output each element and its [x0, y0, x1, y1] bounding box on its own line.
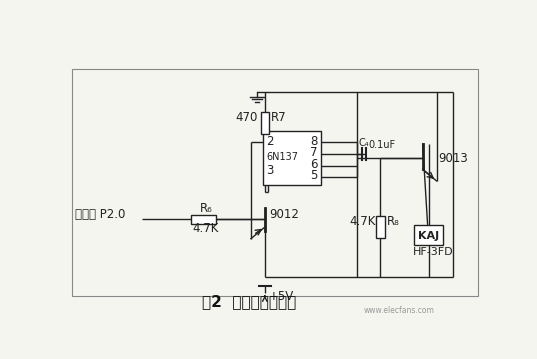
Bar [376, 216, 384, 238]
Text: HF-3FD: HF-3FD [412, 247, 453, 257]
Text: 470: 470 [236, 111, 258, 124]
Text: 9012: 9012 [270, 208, 299, 221]
Text: 单片机 P2.0: 单片机 P2.0 [75, 208, 125, 221]
Text: KAJ: KAJ [418, 231, 439, 241]
Bar [72, 69, 478, 297]
Text: 0.1uF: 0.1uF [369, 140, 396, 150]
Text: R₆: R₆ [200, 202, 213, 215]
Text: 3: 3 [266, 164, 273, 177]
Text: 6: 6 [310, 158, 317, 171]
Bar [191, 215, 215, 224]
Text: 8: 8 [310, 135, 317, 148]
Text: R₈: R₈ [387, 215, 399, 228]
Bar [414, 225, 444, 245]
Text: C₄: C₄ [359, 138, 369, 148]
Text: 9013: 9013 [438, 151, 468, 165]
Bar [260, 112, 269, 134]
Text: 7: 7 [310, 146, 317, 159]
Text: +5V: +5V [268, 290, 294, 303]
Text: 4.7K: 4.7K [350, 215, 376, 228]
Bar [263, 131, 321, 185]
Text: 图2  单片机输出电路: 图2 单片机输出电路 [202, 294, 296, 309]
Text: 4.7K: 4.7K [192, 223, 219, 236]
Text: 5: 5 [310, 169, 317, 182]
Text: R7: R7 [271, 111, 287, 124]
Text: 6N137: 6N137 [266, 152, 298, 162]
Text: 2: 2 [266, 135, 273, 148]
Text: www.elecfans.com: www.elecfans.com [364, 306, 435, 315]
